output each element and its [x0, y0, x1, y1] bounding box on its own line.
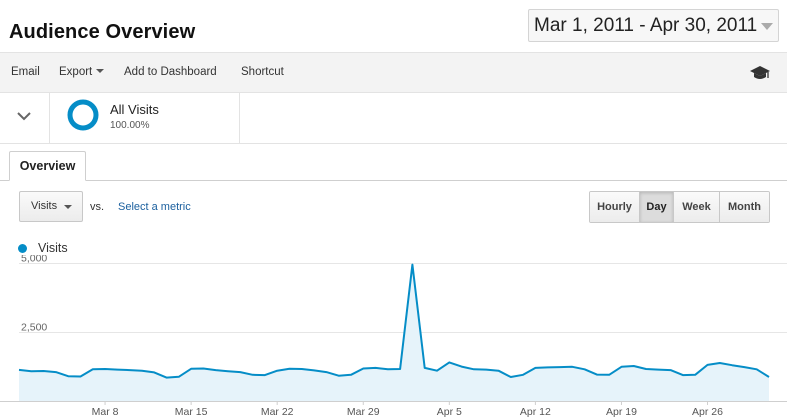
x-tick-label: Mar 15 [175, 406, 208, 418]
y-tick-label: 2,500 [21, 322, 47, 334]
x-tick-label: Apr 5 [437, 406, 462, 418]
date-range-text: Mar 1, 2011 - Apr 30, 2011 [534, 14, 758, 36]
y-tick-label: 5,000 [21, 255, 47, 265]
segment-row: All Visits 100.00% [0, 93, 787, 144]
report-toolbar: Email Export Add to Dashboard Shortcut [0, 52, 787, 93]
month-button[interactable]: Month [720, 192, 769, 222]
page-title: Audience Overview [9, 21, 196, 43]
x-tick-label: Mar 22 [261, 406, 294, 418]
visits-chart: 5,000 2,500 Mar 8 Mar 15 Mar 22 Mar 29 Apr 5 Ap… [0, 255, 787, 418]
segment-ring-icon [67, 99, 99, 131]
week-button[interactable]: Week [674, 192, 720, 222]
chart-legend: Visits [18, 240, 68, 256]
title-bar: Audience Overview Mar 1, 2011 - Apr 30, … [0, 0, 787, 52]
segment-toggle[interactable] [0, 93, 50, 144]
metric-select[interactable]: Visits [19, 191, 83, 222]
x-tick-label: Apr 12 [520, 406, 551, 418]
add-to-dashboard-button[interactable]: Add to Dashboard [124, 66, 217, 78]
metric-select-label: Visits [31, 200, 58, 212]
series-line [18, 263, 770, 379]
segment-all-visits[interactable]: All Visits 100.00% [50, 93, 240, 144]
granularity-button-group: Hourly Day Week Month [589, 191, 770, 223]
vs-label: vs. [90, 201, 105, 213]
segment-percent: 100.00% [110, 120, 150, 131]
chevron-down-icon [17, 112, 31, 121]
day-button[interactable]: Day [640, 192, 674, 222]
chevron-down-icon [761, 23, 773, 30]
segment-name: All Visits [110, 102, 159, 117]
x-tick-label: Apr 19 [606, 406, 637, 418]
x-tick-label: Mar 8 [92, 406, 119, 418]
x-tick-label: Apr 26 [692, 406, 723, 418]
legend-label: Visits [38, 241, 68, 255]
shortcut-button[interactable]: Shortcut [241, 66, 284, 78]
chevron-down-icon [96, 69, 105, 73]
tab-strip-line [0, 180, 787, 181]
series-area [19, 264, 769, 401]
tab-overview[interactable]: Overview [9, 151, 86, 181]
date-range-picker[interactable]: Mar 1, 2011 - Apr 30, 2011 [528, 9, 779, 42]
export-label: Export [59, 66, 93, 78]
hourly-button[interactable]: Hourly [590, 192, 640, 222]
export-button[interactable]: Export [59, 66, 105, 78]
select-metric-link[interactable]: Select a metric [118, 201, 191, 213]
graduation-cap-icon[interactable] [749, 64, 771, 82]
x-tick-label: Mar 29 [347, 406, 380, 418]
chevron-down-icon [64, 205, 72, 209]
email-button[interactable]: Email [11, 66, 40, 78]
legend-dot-icon [18, 243, 27, 253]
